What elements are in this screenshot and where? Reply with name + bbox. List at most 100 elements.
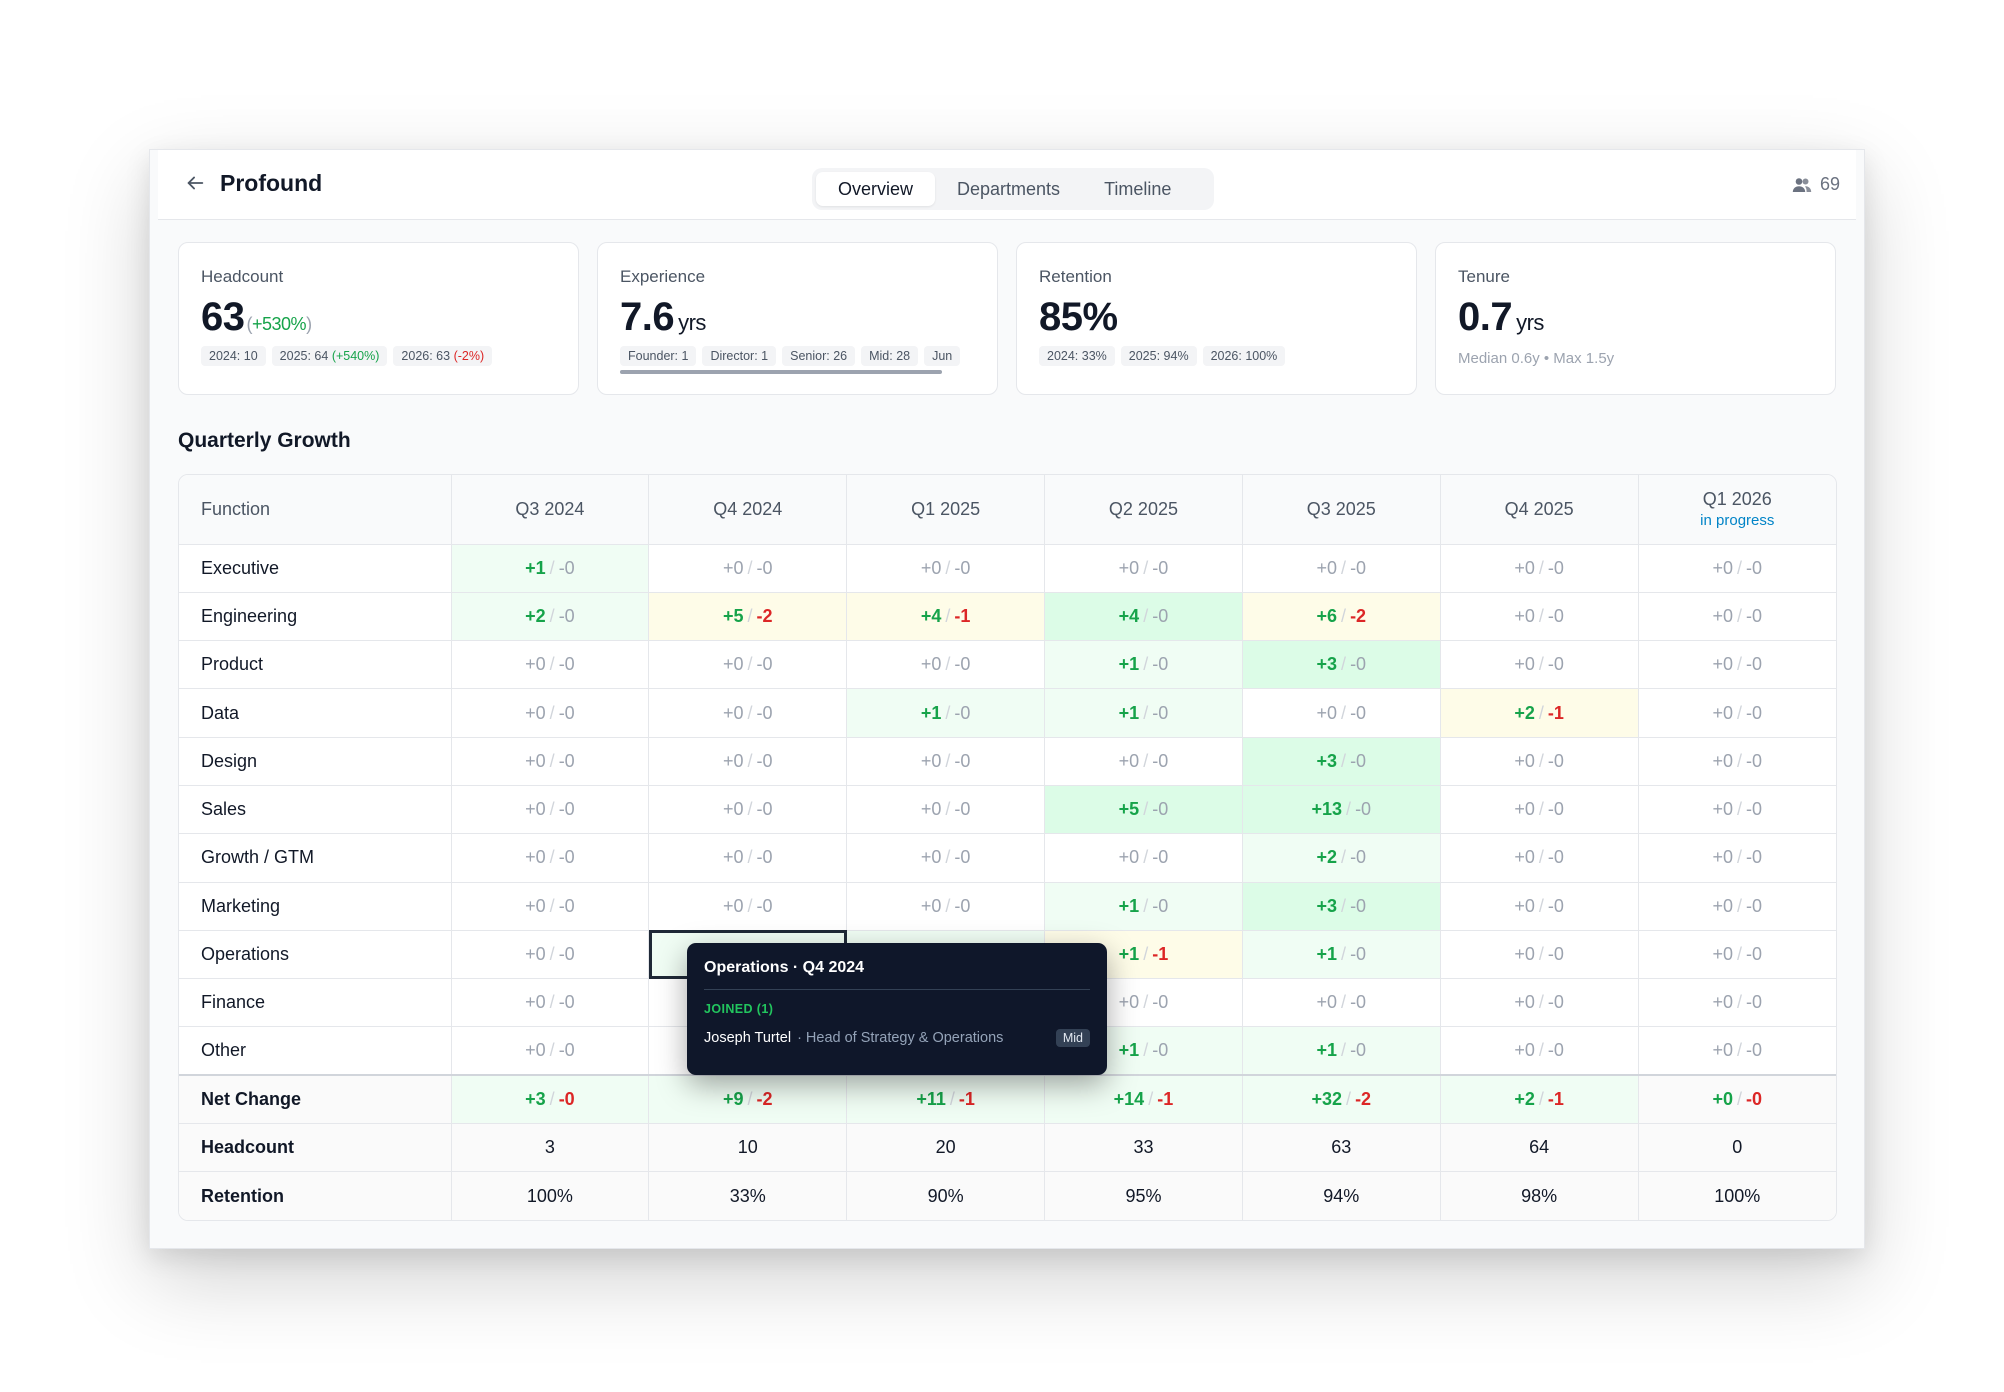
growth-cell[interactable]: +0/-0 [451, 978, 650, 1028]
growth-cell[interactable]: +4/-1 [846, 592, 1046, 642]
growth-cell[interactable]: +1/-0 [1044, 640, 1243, 690]
growth-cell[interactable]: +0/-0 [1242, 688, 1441, 738]
growth-cell[interactable]: +1/-0 [451, 544, 650, 593]
growth-cell[interactable]: +0/-0 [1638, 833, 1836, 883]
growth-cell[interactable]: +1/-0 [1242, 1026, 1441, 1076]
retention-cell: 100% [1638, 1171, 1836, 1220]
growth-cell[interactable]: +0/-0 [846, 737, 1046, 786]
card-label: Retention [1039, 267, 1112, 286]
chips-scrollbar[interactable] [620, 370, 942, 374]
growth-cell[interactable]: +0/-0 [1440, 978, 1639, 1028]
growth-cell[interactable]: +0/-0 [451, 882, 650, 931]
tab-departments[interactable]: Departments [957, 178, 1061, 199]
growth-cell[interactable]: +0/-0 [451, 785, 650, 835]
joined-count: +3 [1316, 895, 1338, 916]
growth-cell[interactable]: +0/-0 [1638, 978, 1836, 1028]
tab-timeline[interactable]: Timeline [1104, 178, 1172, 199]
growth-cell[interactable]: +0/-0 [1638, 592, 1836, 642]
growth-cell[interactable]: +0/-0 [1638, 688, 1836, 738]
growth-cell[interactable]: +0/-0 [1044, 544, 1243, 593]
growth-cell[interactable]: +0/-0 [1638, 785, 1836, 835]
growth-cell[interactable]: +5/-2 [648, 592, 848, 642]
growth-cell[interactable]: +2/-0 [1242, 833, 1441, 883]
growth-cell[interactable]: +3/-0 [1242, 737, 1441, 786]
joined-count: +0 [1514, 895, 1535, 916]
left-count: -0 [756, 654, 773, 675]
growth-cell[interactable]: +0/-0 [1440, 785, 1639, 835]
left-count: -0 [1152, 992, 1169, 1013]
member-count[interactable]: 69 [1792, 174, 1840, 195]
back-arrow-icon[interactable] [184, 172, 206, 194]
growth-cell[interactable]: +0/-0 [846, 640, 1046, 690]
growth-cell[interactable]: +0/-0 [451, 640, 650, 690]
growth-cell[interactable]: +0/-0 [1638, 640, 1836, 690]
growth-cell[interactable]: +0/-0 [451, 833, 650, 883]
growth-cell[interactable]: +5/-0 [1044, 785, 1243, 835]
growth-cell[interactable]: +0/-0 [648, 544, 848, 593]
growth-cell[interactable]: +0/-0 [846, 544, 1046, 593]
growth-cell[interactable]: +13/-0 [1242, 785, 1441, 835]
growth-cell[interactable]: +0/-0 [1440, 592, 1639, 642]
growth-cell[interactable]: +6/-2 [1242, 592, 1441, 642]
growth-cell[interactable]: +1/-0 [846, 688, 1046, 738]
experience-chips[interactable]: Founder: 1 Director: 1 Senior: 26 Mid: 2… [620, 346, 975, 366]
net-change-cell: +9/-2 [648, 1074, 848, 1125]
growth-cell[interactable]: +0/-0 [1638, 737, 1836, 786]
growth-cell[interactable]: +0/-0 [451, 688, 650, 738]
growth-cell[interactable]: +0/-0 [648, 640, 848, 690]
separator: / [1538, 1089, 1544, 1110]
growth-cell[interactable]: +1/-0 [1044, 688, 1243, 738]
tenure-subtext: Median 0.6y • Max 1.5y [1458, 350, 1615, 367]
left-count: -1 [954, 605, 971, 626]
growth-cell[interactable]: +0/-0 [451, 1026, 650, 1076]
table-row: Executive +1/-0 +0/-0 +0/-0 +0/-0 +0/-0 +0/-0 +… [179, 544, 1836, 593]
growth-cell[interactable]: +0/-0 [1044, 833, 1243, 883]
left-count: -0 [954, 799, 971, 820]
growth-cell[interactable]: +0/-0 [451, 930, 650, 980]
growth-cell[interactable]: +0/-0 [1440, 1026, 1639, 1076]
growth-cell[interactable]: +0/-0 [1638, 1026, 1836, 1076]
growth-cell[interactable]: +1/-0 [1044, 882, 1243, 931]
joined-count: +4 [920, 605, 942, 626]
growth-cell[interactable]: +3/-0 [1242, 882, 1441, 931]
growth-cell[interactable]: +0/-0 [1440, 833, 1639, 883]
growth-cell[interactable]: +0/-0 [1638, 930, 1836, 980]
joined-count: +0 [1712, 750, 1734, 771]
growth-cell[interactable]: +0/-0 [1440, 737, 1639, 786]
separator: / [549, 1089, 555, 1110]
growth-cell[interactable]: +0/-0 [1638, 544, 1836, 593]
joined-count: +0 [1712, 944, 1734, 965]
growth-cell[interactable]: +0/-0 [648, 785, 848, 835]
growth-cell[interactable]: +3/-0 [1242, 640, 1441, 690]
growth-cell[interactable]: +0/-0 [1440, 640, 1639, 690]
growth-cell[interactable]: +2/-1 [1440, 688, 1639, 738]
function-name: Product [179, 640, 452, 690]
growth-cell[interactable]: +0/-0 [648, 882, 848, 931]
separator: / [747, 557, 753, 578]
tab-overview[interactable]: Overview [816, 172, 936, 206]
growth-cell[interactable]: +0/-0 [1440, 544, 1639, 593]
person-name: Joseph Turtel [704, 1030, 792, 1046]
growth-cell[interactable]: +0/-0 [648, 737, 848, 786]
level-badge: Mid [1055, 1029, 1090, 1047]
growth-cell[interactable]: +0/-0 [1440, 930, 1639, 980]
growth-cell[interactable]: +0/-0 [846, 833, 1046, 883]
growth-cell[interactable]: +0/-0 [1638, 882, 1836, 931]
separator: / [1341, 654, 1347, 675]
joined-count: +5 [1118, 799, 1140, 820]
growth-cell[interactable]: +4/-0 [1044, 592, 1243, 642]
column-header-quarter: Q1 2026 in progress [1638, 475, 1836, 545]
growth-cell[interactable]: +0/-0 [648, 833, 848, 883]
growth-cell[interactable]: +1/-0 [1242, 930, 1441, 980]
left-count: -0 [1355, 799, 1372, 820]
growth-cell[interactable]: +2/-0 [451, 592, 650, 642]
section-title: Quarterly Growth [178, 429, 351, 452]
growth-cell[interactable]: +0/-0 [1440, 882, 1639, 931]
growth-cell[interactable]: +0/-0 [1242, 544, 1441, 593]
growth-cell[interactable]: +0/-0 [846, 882, 1046, 931]
growth-cell[interactable]: +0/-0 [648, 688, 848, 738]
growth-cell[interactable]: +0/-0 [451, 737, 650, 786]
growth-cell[interactable]: +0/-0 [1242, 978, 1441, 1028]
growth-cell[interactable]: +0/-0 [1044, 737, 1243, 786]
growth-cell[interactable]: +0/-0 [846, 785, 1046, 835]
